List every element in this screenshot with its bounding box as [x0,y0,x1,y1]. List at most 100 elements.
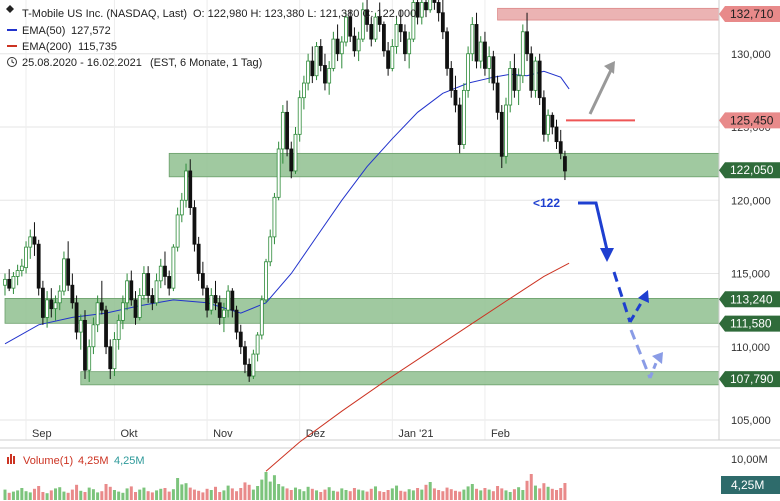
candle-body [234,309,239,333]
candle-body [40,287,45,318]
candle-body [297,97,302,135]
volume-bar [100,491,104,500]
ema50-legend-value: 127,572 [71,25,111,37]
volume-bar [336,491,340,500]
volume-bar [79,490,83,500]
volume-bar [310,488,314,500]
volume-bar [542,483,546,500]
volume-bar [268,481,272,500]
volume-bar [197,490,201,500]
candle-body [24,246,28,269]
volume-bar [437,490,441,500]
candle-body [377,16,382,25]
candle-body [268,236,273,263]
candle-body [525,31,529,55]
candle-body [167,276,172,289]
volume-bar [226,485,230,500]
volume-bar [491,491,495,500]
candle-body [205,287,209,311]
volume-value2: 4,25M [114,455,145,467]
annotation-text: <122 [533,196,560,210]
projection-arrow-gray [588,69,613,115]
volume-bar [16,490,20,500]
candle-body [310,60,315,77]
volume-bar [54,488,58,500]
volume-bar [420,489,424,500]
candle-body [339,41,344,55]
y-tick-label: 130,000 [731,49,771,61]
price-tag [719,315,780,332]
volume-tag [721,476,780,494]
candle-body [192,207,197,245]
candle-body [323,65,327,84]
candle-body [184,170,188,201]
volume-bar [340,488,344,500]
candle-body [66,258,71,286]
candle-body [546,114,550,135]
volume-bar [323,489,327,500]
volume-bar [239,488,243,500]
candle-body [550,114,555,128]
volume-bar [475,488,479,500]
candle-body [360,9,365,40]
volume-bar [445,487,449,500]
header-period-detail: (EST, 6 Monate, 1 Tag) [150,57,262,69]
volume-bar [538,488,542,500]
clock-hands [11,59,15,64]
volume-bar [500,488,504,500]
y-tick-label: 120,000 [731,195,771,207]
volume-bar [390,488,394,500]
volume-bar [293,487,297,500]
volume-bar [83,492,87,500]
candle-body [259,299,264,336]
candle-body [508,68,513,106]
volume-bar [365,491,369,500]
candle-body [381,24,386,52]
clock-icon [7,57,17,67]
volume-bar [302,491,306,500]
candle-body [466,53,471,91]
volume-bar [58,487,62,500]
volume-bar [483,488,487,500]
volume-bar [428,482,432,500]
volume-bar [129,486,133,500]
candle-body [512,68,517,91]
volume-bar [348,491,352,500]
ema50-legend-label: EMA(50) [22,25,65,37]
volume-bar [487,489,491,500]
volume-bar [7,492,11,500]
chart-header: T-Mobile US Inc. (NASDAQ, Last) O: 122,9… [6,5,416,69]
volume-bar [399,490,403,500]
candle-body [449,68,454,91]
candle-body [554,126,559,143]
ema200-line [265,262,570,472]
candle-body [19,265,24,271]
candle-body [327,68,332,84]
price-tag-label: 132,710 [730,7,774,21]
candle-body [537,60,542,99]
volume-bar [251,489,255,500]
volume-header: Volume(1) 4,25M 4,25M [7,454,145,467]
header-ohlc: O: 122,980 H: 123,380 L: 121,380 C: 122,… [193,8,416,20]
volume-bar [285,488,289,500]
volume-bar [352,488,356,500]
volume-bar [331,490,335,500]
price-tag-label: 113,240 [730,292,773,306]
candle-body [386,50,391,69]
candle-body [255,334,260,355]
candle-body [563,156,567,172]
candle-body [436,2,441,14]
candle-body [407,38,412,55]
candle-body [516,75,521,91]
candle-body [78,319,83,333]
candle-body [390,46,395,69]
candle-body [424,2,428,11]
volume-bar [247,484,251,500]
volume-bar [403,491,407,500]
volume-bar [517,487,521,500]
chevron-icon[interactable] [6,5,14,13]
candle-body [369,24,374,40]
volume-bar [37,486,41,500]
volume-bar [525,480,529,500]
